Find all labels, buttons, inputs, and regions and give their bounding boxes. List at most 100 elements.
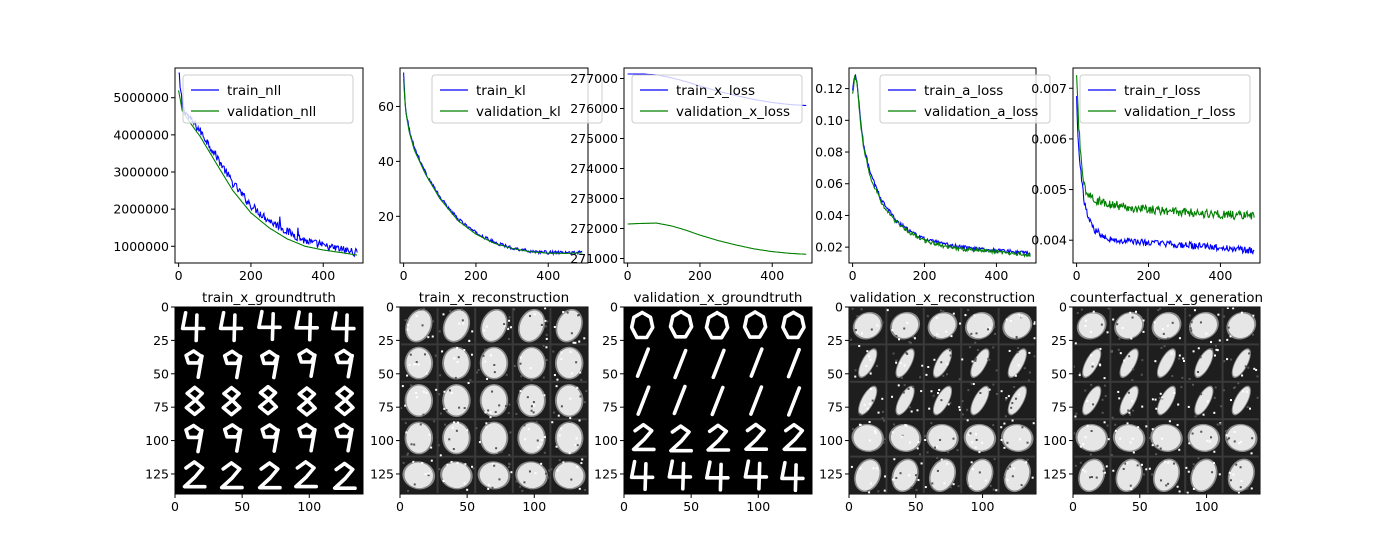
noise-pixel <box>1118 397 1121 400</box>
noise-pixel <box>410 443 413 446</box>
noise-pixel <box>465 429 468 432</box>
noise-pixel <box>570 372 573 375</box>
x-tick-label: 100 <box>1195 499 1219 514</box>
noise-pixel <box>1003 446 1006 449</box>
reconstruction-blob <box>854 313 881 339</box>
noise-pixel <box>1020 484 1023 487</box>
y-tick-label: 0.12 <box>815 81 843 96</box>
noise-pixel <box>1137 426 1140 429</box>
noise-pixel <box>868 491 871 494</box>
noise-pixel <box>1151 398 1154 401</box>
noise-pixel <box>498 404 501 407</box>
noise-pixel <box>1225 430 1228 433</box>
noise-pixel <box>1222 389 1225 392</box>
reconstruction-blob <box>890 425 920 451</box>
y-tick-label: 0.006 <box>1031 131 1067 146</box>
reconstruction-blob <box>519 422 545 453</box>
noise-pixel <box>450 392 453 395</box>
y-tick-label: 25 <box>1051 333 1067 348</box>
reconstruction-blob <box>519 310 544 341</box>
reconstruction-blob <box>859 349 877 377</box>
noise-pixel <box>1084 389 1087 392</box>
noise-pixel <box>424 473 427 476</box>
noise-pixel <box>1194 415 1197 418</box>
digit-stroke <box>346 427 354 453</box>
axes-frame <box>623 67 813 264</box>
noise-pixel <box>1155 453 1158 456</box>
noise-pixel <box>1211 471 1214 474</box>
noise-pixel <box>978 471 981 474</box>
noise-pixel <box>526 396 529 399</box>
noise-pixel <box>948 349 951 352</box>
noise-pixel <box>1106 331 1109 334</box>
noise-pixel <box>958 408 961 411</box>
noise-pixel <box>1103 384 1106 387</box>
axes-frame <box>1072 67 1261 264</box>
digit-stroke <box>296 386 317 417</box>
noise-pixel <box>883 419 886 422</box>
noise-pixel <box>498 451 501 454</box>
noise-pixel <box>1167 461 1170 464</box>
noise-pixel <box>916 409 919 412</box>
noise-pixel <box>1112 469 1115 472</box>
noise-pixel <box>1142 319 1145 322</box>
noise-pixel <box>1026 441 1029 444</box>
noise-pixel <box>493 363 496 366</box>
image-title: validation_x_reconstruction <box>850 290 1035 306</box>
image-panel-train_x_groundtruth: train_x_groundtruth 0 50 100 0 25 50 75 100 125 <box>145 290 364 514</box>
noise-pixel <box>958 406 961 409</box>
noise-pixel <box>876 365 879 368</box>
x-tick-label: 400 <box>1209 268 1233 283</box>
noise-pixel <box>555 385 558 388</box>
digit-stroke <box>184 349 204 365</box>
y-tick-label: 50 <box>1051 366 1067 381</box>
noise-pixel <box>575 361 578 364</box>
noise-pixel <box>422 413 425 416</box>
noise-pixel <box>869 372 872 375</box>
y-tick-label: 60 <box>378 99 394 114</box>
x-tick-label: 50 <box>1132 499 1148 514</box>
digit-stroke <box>757 461 762 491</box>
noise-pixel <box>1156 444 1159 447</box>
x-tick-label: 0 <box>624 268 632 283</box>
noise-pixel <box>438 330 441 333</box>
noise-pixel <box>1238 442 1241 445</box>
noise-pixel <box>533 313 536 316</box>
noise-pixel <box>935 316 938 319</box>
noise-pixel <box>946 462 949 465</box>
noise-pixel <box>1023 367 1026 370</box>
x-tick-label: 0 <box>849 268 857 283</box>
noise-pixel <box>1229 399 1232 402</box>
chart-r_loss: 0 200 400 0.004 0.005 0.006 0.007 train_r_lossv… <box>1031 67 1261 283</box>
noise-pixel <box>1212 462 1215 465</box>
noise-pixel <box>920 462 923 465</box>
noise-pixel <box>903 364 906 367</box>
noise-pixel <box>981 441 984 444</box>
noise-pixel <box>1240 311 1243 314</box>
noise-pixel <box>901 435 904 438</box>
y-tick-label: 0.005 <box>1031 182 1067 197</box>
noise-pixel <box>543 436 546 439</box>
noise-pixel <box>870 328 873 331</box>
noise-pixel <box>492 463 495 466</box>
y-tick-label: 273000 <box>570 191 618 206</box>
noise-pixel <box>1073 432 1076 435</box>
noise-pixel <box>908 474 911 477</box>
reconstruction-blob <box>443 422 469 453</box>
noise-pixel <box>558 434 561 437</box>
noise-pixel <box>936 457 939 460</box>
noise-pixel <box>860 332 863 335</box>
noise-pixel <box>1180 386 1183 389</box>
noise-pixel <box>995 392 998 395</box>
noise-pixel <box>1006 467 1009 470</box>
noise-pixel <box>1186 491 1189 494</box>
image-title: train_x_reconstruction <box>419 290 569 306</box>
x-tick-label: 0 <box>400 268 408 283</box>
noise-pixel <box>1187 405 1190 408</box>
reconstruction-blob <box>481 348 507 379</box>
digit-stroke <box>196 354 204 379</box>
noise-pixel <box>882 441 885 444</box>
noise-pixel <box>1074 464 1077 467</box>
noise-pixel <box>994 332 997 335</box>
